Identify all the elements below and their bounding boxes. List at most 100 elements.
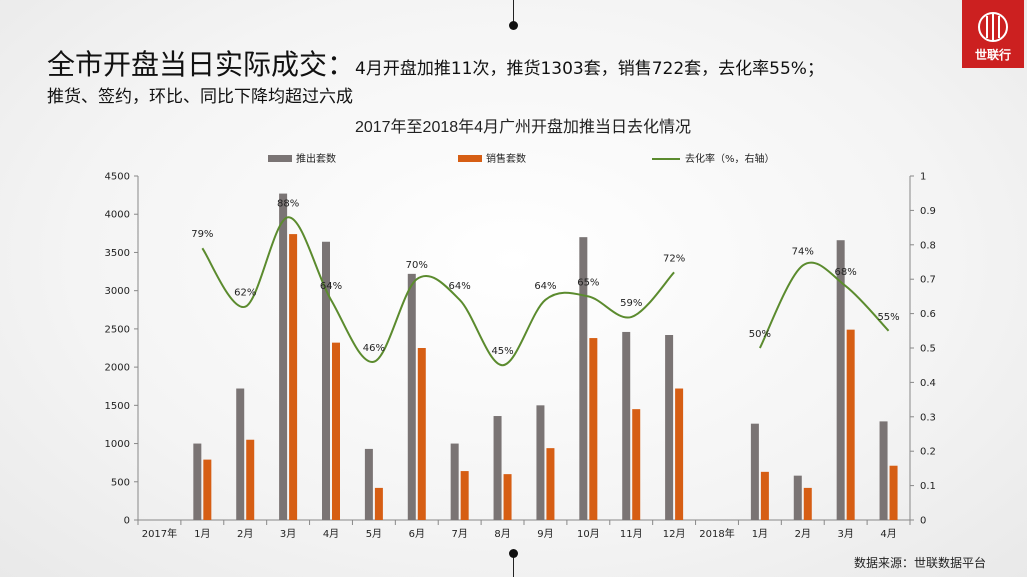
x-tick-label: 4月 bbox=[880, 528, 896, 540]
chart-title: 2017年至2018年4月广州开盘加推当日去化情况 bbox=[355, 117, 691, 136]
bar-sold bbox=[589, 338, 598, 520]
x-tick-label: 7月 bbox=[451, 528, 467, 540]
bar-pushed bbox=[407, 273, 416, 520]
bar-sold bbox=[503, 474, 512, 520]
bar-sold bbox=[632, 409, 641, 520]
y-right-tick-label: 0.6 bbox=[920, 309, 936, 320]
rate-data-label: 70% bbox=[406, 260, 428, 271]
y-left-tick-label: 4000 bbox=[105, 210, 130, 221]
rate-data-label: 45% bbox=[491, 346, 513, 357]
rate-data-label: 72% bbox=[663, 253, 685, 264]
bar-sold bbox=[889, 465, 898, 520]
bar-pushed bbox=[836, 240, 845, 521]
y-left-tick-label: 2000 bbox=[105, 363, 130, 374]
legend-swatch-pushed bbox=[268, 155, 292, 162]
bar-sold bbox=[246, 439, 255, 520]
company-logo: 世联行 bbox=[962, 0, 1024, 68]
y-right-tick-label: 0.3 bbox=[920, 412, 936, 423]
rate-data-label: 64% bbox=[320, 281, 342, 292]
x-tick-label: 4月 bbox=[323, 528, 339, 540]
y-right-tick-label: 0.9 bbox=[920, 206, 936, 217]
y-right-tick-label: 0.1 bbox=[920, 481, 936, 492]
logo-icon bbox=[978, 12, 1008, 42]
bar-pushed bbox=[665, 335, 674, 520]
bar-sold bbox=[203, 459, 212, 520]
headline-detail: 4月开盘加推11次，推货1303套，销售722套，去化率55%； bbox=[355, 59, 824, 79]
y-right-tick-label: 0.2 bbox=[920, 447, 936, 458]
bar-sold bbox=[803, 487, 812, 520]
rate-data-label: 79% bbox=[191, 229, 213, 240]
legend-label-sold: 销售套数 bbox=[486, 152, 526, 165]
y-left-tick-label: 0 bbox=[124, 516, 130, 527]
legend-swatch-sold bbox=[458, 155, 482, 162]
x-tick-label: 3月 bbox=[837, 528, 853, 540]
bar-sold bbox=[289, 234, 298, 520]
bar-pushed bbox=[450, 443, 459, 520]
rate-data-label: 65% bbox=[577, 277, 599, 288]
headline: 全市开盘当日实际成交：4月开盘加推11次，推货1303套，销售722套，去化率5… bbox=[47, 50, 967, 84]
bar-sold bbox=[374, 487, 383, 520]
rate-data-label: 64% bbox=[449, 281, 471, 292]
legend-label-rate: 去化率（%，右轴） bbox=[685, 152, 775, 165]
y-left-tick-label: 4500 bbox=[105, 172, 130, 183]
bar-pushed bbox=[493, 416, 502, 520]
legend-label-pushed: 推出套数 bbox=[296, 152, 336, 165]
x-tick-label: 1月 bbox=[752, 528, 768, 540]
bar-pushed bbox=[879, 421, 888, 520]
x-tick-label: 12月 bbox=[663, 528, 686, 540]
bar-pushed bbox=[793, 475, 802, 520]
headline-main: 全市开盘当日实际成交： bbox=[47, 48, 356, 81]
y-left-tick-label: 1000 bbox=[105, 439, 130, 450]
rate-data-label: 74% bbox=[792, 246, 814, 257]
rate-data-label: 68% bbox=[835, 267, 857, 278]
bar-sold bbox=[546, 448, 555, 520]
y-right-tick-label: 1 bbox=[920, 172, 926, 183]
bar-pushed bbox=[364, 448, 373, 520]
bar-sold bbox=[675, 388, 684, 520]
y-right-tick-label: 0.8 bbox=[920, 240, 936, 251]
x-tick-label: 2017年 bbox=[142, 527, 177, 540]
bottom-divider-dot bbox=[509, 549, 518, 558]
headline-line2: 推货、签约，环比、同比下降均超过六成 bbox=[47, 87, 353, 107]
bar-sold bbox=[460, 471, 469, 520]
top-divider-dot bbox=[509, 21, 518, 30]
y-right-tick-label: 0.7 bbox=[920, 275, 936, 286]
bar-pushed bbox=[236, 388, 245, 520]
bar-pushed bbox=[322, 241, 330, 520]
rate-line bbox=[201, 216, 675, 367]
bar-pushed bbox=[279, 193, 288, 521]
rate-data-label: 88% bbox=[277, 198, 299, 209]
y-left-tick-label: 3500 bbox=[105, 248, 130, 259]
rate-data-label: 59% bbox=[620, 298, 642, 309]
rate-data-label: 64% bbox=[534, 281, 556, 292]
bar-pushed bbox=[750, 423, 759, 520]
y-left-tick-label: 500 bbox=[111, 477, 130, 488]
bar-pushed bbox=[193, 443, 202, 520]
bar-pushed bbox=[622, 331, 631, 520]
rate-data-label: 50% bbox=[749, 329, 771, 340]
y-left-tick-label: 2500 bbox=[105, 324, 130, 335]
top-divider-line bbox=[513, 0, 514, 24]
y-right-tick-label: 0 bbox=[920, 516, 926, 527]
x-tick-label: 10月 bbox=[577, 528, 600, 540]
rate-data-label: 46% bbox=[363, 343, 385, 354]
x-tick-label: 2018年 bbox=[699, 527, 734, 540]
x-tick-label: 9月 bbox=[537, 528, 553, 540]
bar-sold bbox=[417, 348, 426, 520]
x-tick-label: 3月 bbox=[280, 528, 296, 540]
rate-data-label: 62% bbox=[234, 288, 256, 299]
x-tick-label: 2月 bbox=[237, 528, 253, 540]
bar-sold bbox=[332, 342, 340, 520]
rate-line bbox=[759, 261, 890, 349]
x-tick-label: 2月 bbox=[795, 528, 811, 540]
rate-data-label: 55% bbox=[877, 312, 899, 323]
y-right-tick-label: 0.5 bbox=[920, 344, 936, 355]
bar-sold bbox=[760, 471, 769, 520]
x-tick-label: 1月 bbox=[194, 528, 210, 540]
bar-pushed bbox=[536, 405, 545, 520]
y-right-tick-label: 0.4 bbox=[920, 378, 936, 389]
y-left-tick-label: 3000 bbox=[105, 286, 130, 297]
bottom-divider-line bbox=[513, 553, 514, 577]
x-tick-label: 5月 bbox=[366, 528, 382, 540]
